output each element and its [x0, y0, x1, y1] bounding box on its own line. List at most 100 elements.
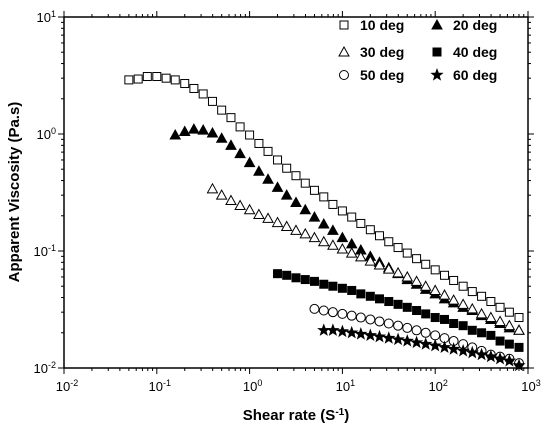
- data-point: [198, 89, 208, 99]
- data-point: [393, 243, 403, 253]
- data-point: [133, 74, 143, 84]
- data-point: [225, 194, 237, 206]
- data-point: [271, 181, 284, 192]
- legend-item: 20 deg: [431, 17, 497, 33]
- data-point: [354, 250, 367, 262]
- legend: 10 deg 20 deg 30 deg 40 deg 50 deg 60 deg: [338, 17, 497, 83]
- data-point: [504, 307, 514, 317]
- data-point: [318, 305, 329, 316]
- tick-label-base: 10: [149, 379, 163, 394]
- data-point: [347, 285, 357, 295]
- data-point: [486, 297, 496, 307]
- series-30-deg: [206, 182, 525, 335]
- data-point: [299, 203, 312, 215]
- data-point: [512, 358, 526, 372]
- data-point: [317, 218, 330, 229]
- data-point: [457, 298, 469, 309]
- data-point: [215, 189, 228, 200]
- data-point: [514, 342, 524, 352]
- y-tick-label: 100: [37, 126, 56, 142]
- x-tick-label: 10-1: [149, 378, 171, 394]
- data-point: [262, 212, 274, 223]
- data-point: [309, 276, 319, 286]
- data-point: [447, 342, 461, 355]
- tick-label-exponent: -1: [163, 378, 171, 388]
- tick-label-base: 10: [428, 379, 442, 394]
- data-point: [356, 218, 366, 228]
- data-point: [243, 156, 256, 168]
- legend-marker: [432, 47, 442, 57]
- data-point: [337, 283, 347, 293]
- series-60-deg: [317, 323, 526, 372]
- data-point: [365, 225, 375, 235]
- data-point: [253, 165, 265, 176]
- y-tick-label: 10-2: [34, 360, 56, 376]
- data-point: [169, 128, 182, 140]
- data-point: [412, 254, 422, 264]
- data-point: [170, 75, 180, 85]
- data-point: [346, 310, 357, 321]
- data-point: [124, 75, 134, 85]
- data-point: [347, 212, 357, 222]
- legend-item: 10 deg: [339, 17, 404, 33]
- data-point: [465, 345, 479, 359]
- data-point: [226, 113, 236, 123]
- data-point: [382, 331, 396, 344]
- data-point: [420, 327, 431, 338]
- data-point: [317, 235, 330, 247]
- legend-label: 50 deg: [360, 67, 404, 83]
- data-point: [474, 347, 489, 361]
- data-point: [335, 324, 349, 338]
- data-point: [363, 328, 377, 342]
- data-point: [354, 327, 368, 340]
- series-10-deg: [124, 72, 524, 323]
- data-point: [280, 189, 293, 200]
- data-point: [477, 328, 487, 338]
- data-point: [188, 123, 200, 134]
- data-point: [365, 314, 376, 325]
- data-point: [410, 275, 423, 286]
- y-tick-label: 10-1: [34, 243, 56, 259]
- data-point: [374, 316, 385, 327]
- data-point: [373, 258, 386, 270]
- legend-item: 50 deg: [339, 67, 404, 83]
- data-point: [495, 302, 505, 312]
- data-point: [393, 299, 403, 309]
- data-point: [317, 323, 331, 336]
- tick-label-base: 10: [243, 379, 257, 394]
- data-point: [336, 242, 349, 254]
- plot-frame: [63, 16, 529, 369]
- data-point: [345, 247, 358, 258]
- data-point: [382, 263, 395, 274]
- data-point: [309, 303, 320, 314]
- legend-label: 10 deg: [360, 17, 404, 33]
- data-point: [308, 211, 321, 222]
- tick-label-base: 10: [34, 244, 48, 259]
- data-point: [393, 320, 404, 331]
- x-tick-label: 103: [521, 378, 540, 394]
- data-point: [449, 275, 459, 285]
- data-point: [355, 312, 366, 323]
- data-point: [254, 138, 264, 148]
- data-point: [299, 227, 312, 239]
- data-point: [467, 287, 477, 297]
- data-point: [475, 307, 488, 319]
- data-point: [409, 335, 424, 349]
- data-point: [243, 203, 256, 215]
- data-point: [401, 270, 414, 282]
- data-point: [142, 72, 152, 82]
- legend-marker: [338, 45, 350, 57]
- legend-label: 20 deg: [453, 17, 497, 33]
- data-point: [485, 311, 497, 323]
- data-point: [282, 270, 292, 280]
- data-point: [300, 178, 310, 188]
- data-point: [391, 332, 405, 346]
- legend-marker: [339, 20, 349, 30]
- x-tick-label: 100: [243, 378, 262, 394]
- legend-item: 60 deg: [430, 67, 497, 83]
- data-point: [449, 319, 459, 329]
- data-point: [309, 185, 319, 195]
- data-point: [495, 336, 505, 346]
- data-point: [430, 313, 440, 323]
